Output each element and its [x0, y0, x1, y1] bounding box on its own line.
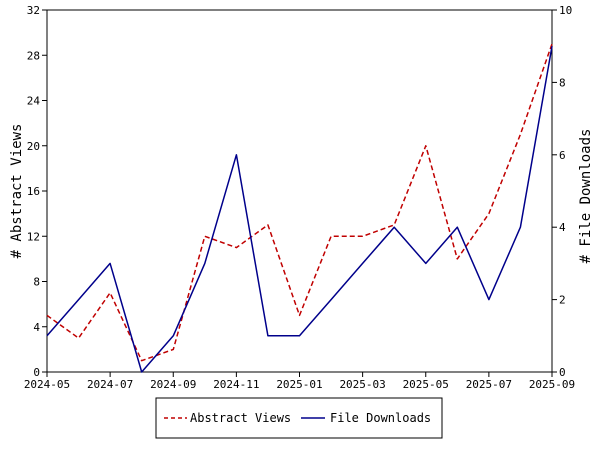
y2-axis-title: # File Downloads	[578, 129, 594, 264]
y-axis-title: # Abstract Views	[9, 124, 25, 259]
y-tick-label: 0	[33, 366, 40, 379]
y2-tick-label: 2	[559, 294, 566, 307]
x-tick-label: 2025-03	[339, 378, 385, 391]
series-line-file-downloads	[46, 46, 553, 373]
y-tick-label: 16	[27, 185, 40, 198]
y2-axis-ticks: 0 2 4 6 8 10	[552, 4, 572, 379]
legend: Abstract Views File Downloads	[155, 397, 443, 439]
y-tick-label: 4	[33, 321, 40, 334]
x-axis-ticks: 2024-05 2024-07 2024-09 2024-11 2025-01 2025-…	[24, 372, 575, 391]
y-tick-label: 20	[27, 140, 40, 153]
x-tick-label: 2025-07	[466, 378, 512, 391]
x-tick-label: 2025-01	[276, 378, 322, 391]
y-tick-label: 32	[27, 4, 40, 17]
y2-tick-label: 6	[559, 149, 566, 162]
plot-area	[46, 9, 553, 373]
y2-tick-label: 4	[559, 221, 566, 234]
x-tick-label: 2025-09	[529, 378, 575, 391]
y-tick-label: 28	[27, 49, 40, 62]
y2-tick-label: 0	[559, 366, 566, 379]
y2-tick-label: 8	[559, 76, 566, 89]
y-tick-label: 24	[27, 95, 41, 108]
y-axis-ticks: 0 4 8 12 16 20 24 28 32	[27, 4, 47, 379]
x-tick-label: 2024-07	[87, 378, 133, 391]
series-layer	[46, 43, 553, 373]
y2-tick-label: 10	[559, 4, 572, 17]
x-tick-label: 2024-11	[213, 378, 259, 391]
x-tick-label: 2025-05	[403, 378, 449, 391]
y-tick-label: 12	[27, 230, 40, 243]
legend-box	[155, 397, 443, 439]
x-tick-label: 2024-09	[150, 378, 196, 391]
x-tick-label: 2024-05	[24, 378, 70, 391]
legend-label-file-downloads: File Downloads	[330, 411, 431, 425]
legend-label-abstract-views: Abstract Views	[190, 411, 291, 425]
y-tick-label: 8	[33, 276, 40, 289]
